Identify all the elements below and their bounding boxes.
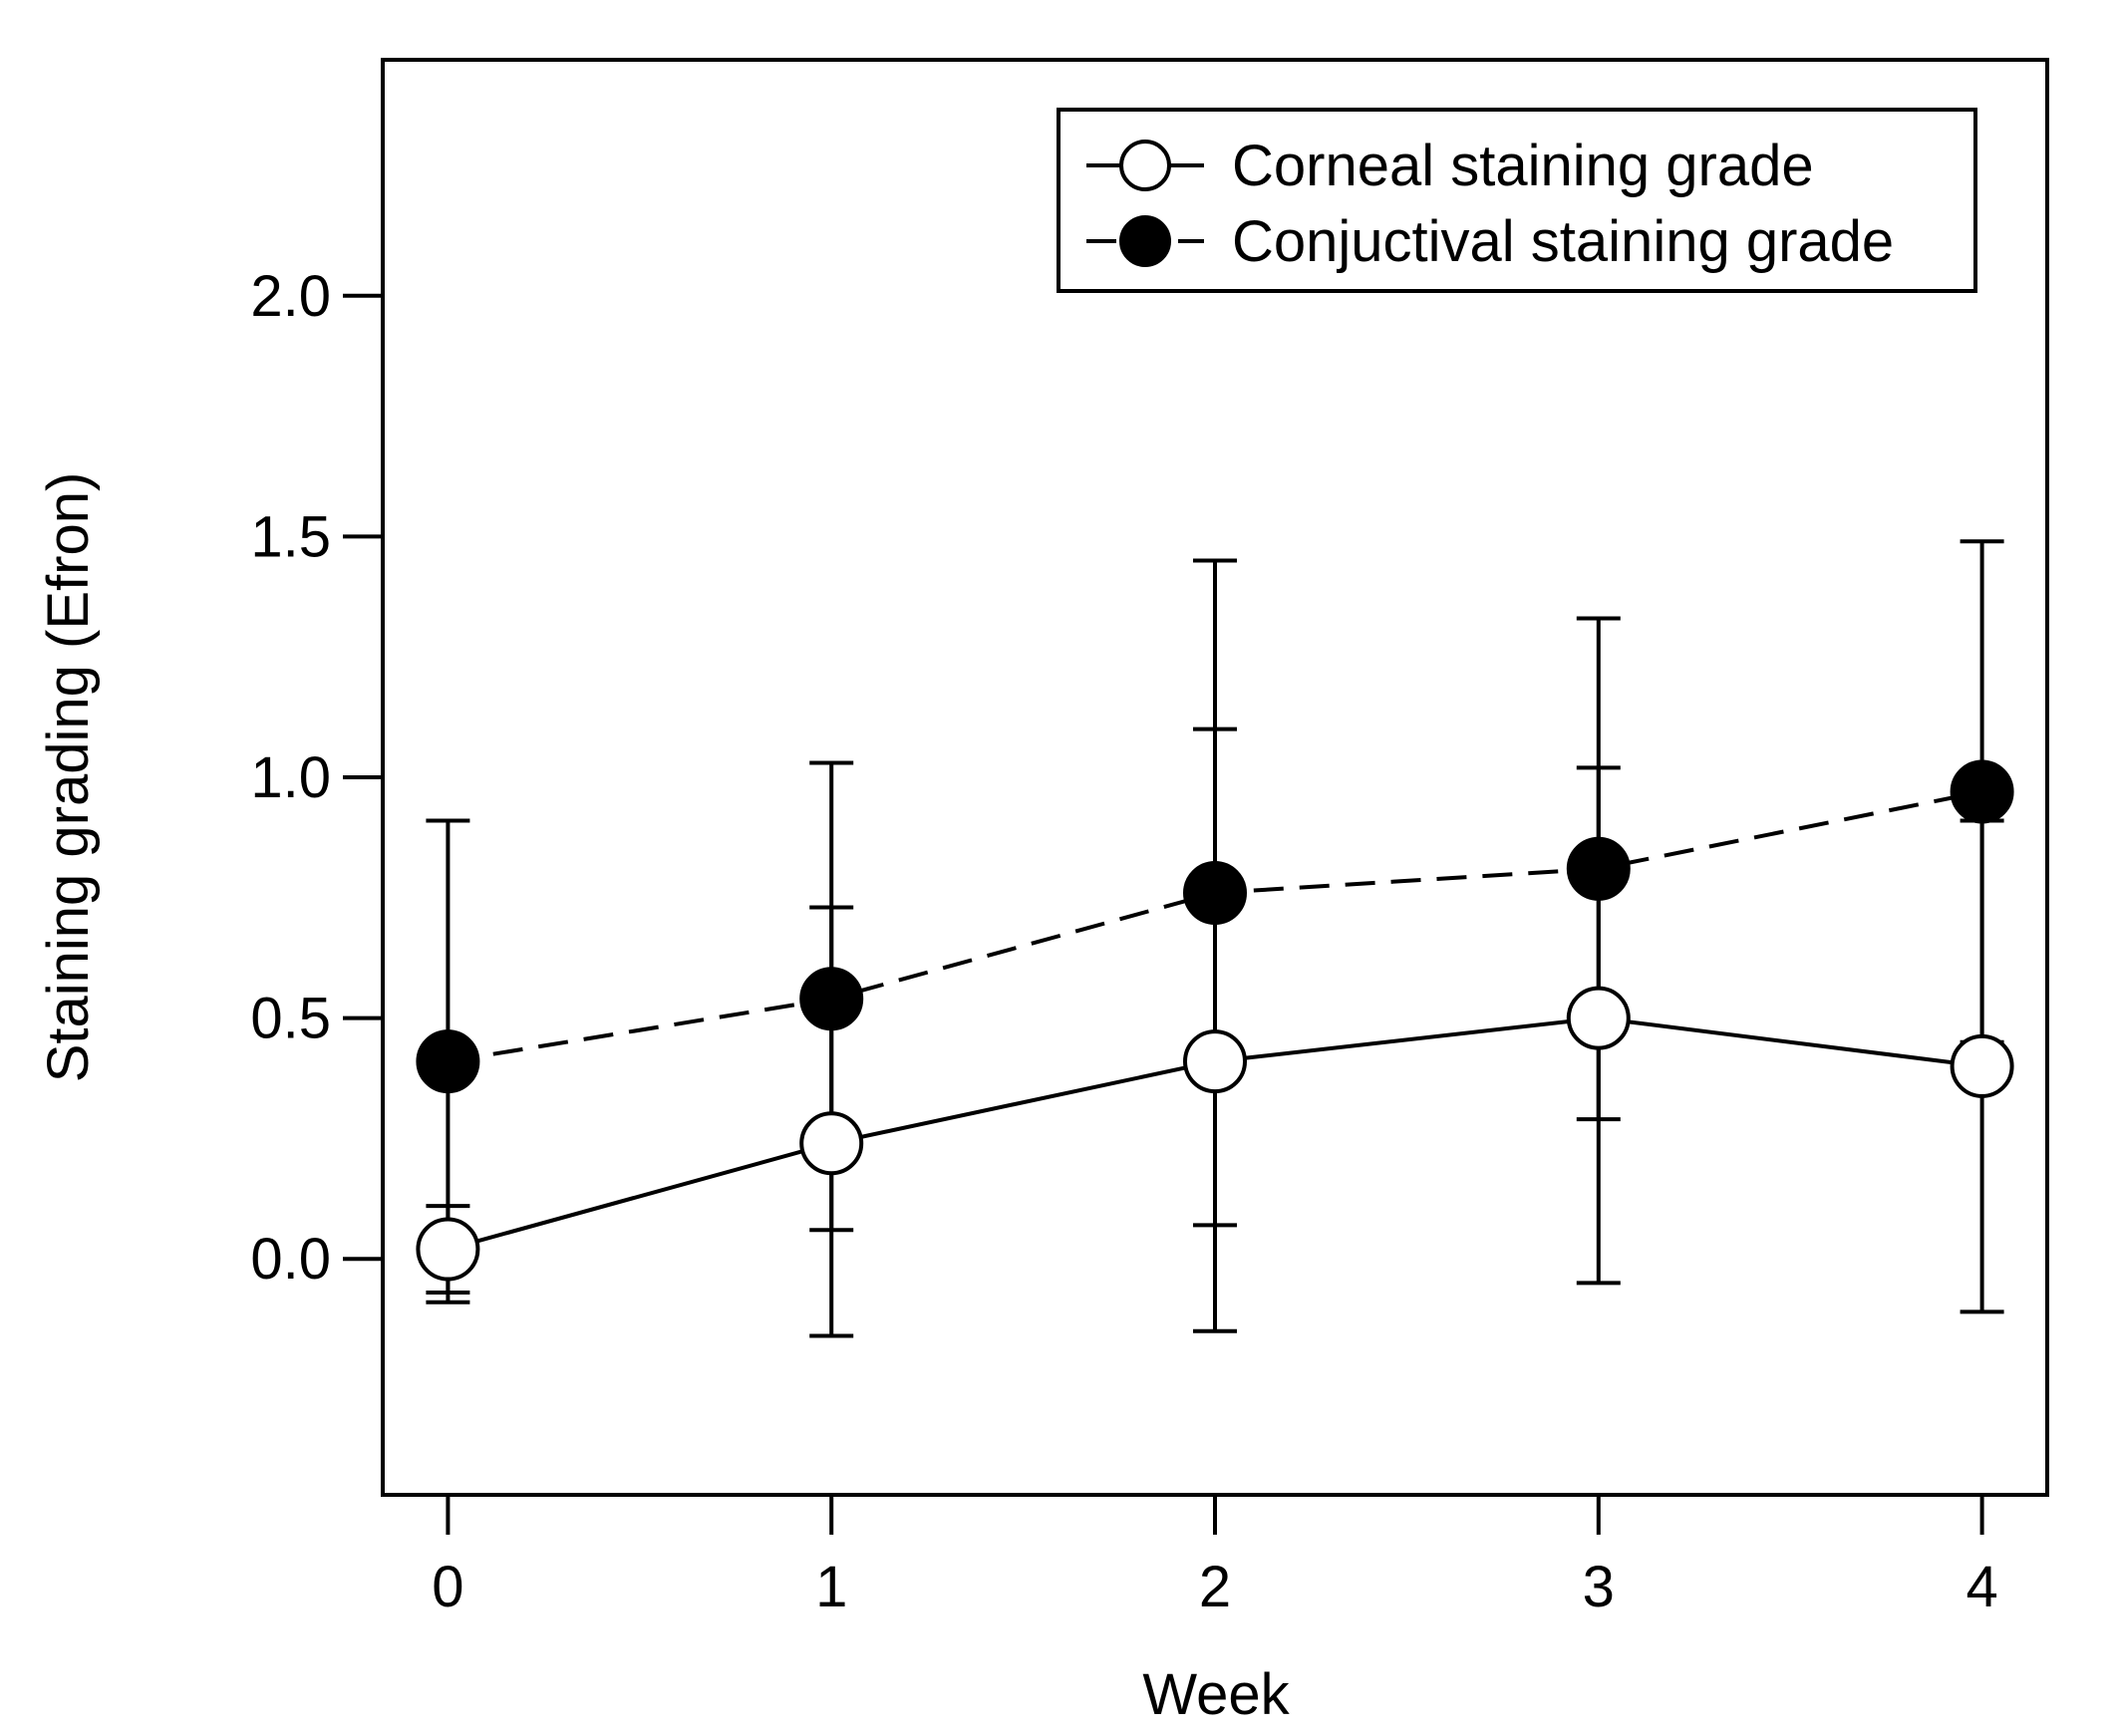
x-tick-label: 1 bbox=[815, 1555, 847, 1619]
series-markers-0 bbox=[416, 986, 2014, 1282]
legend-marker-corneal bbox=[1119, 140, 1171, 191]
x-tick-label: 3 bbox=[1583, 1555, 1615, 1619]
data-point bbox=[799, 1111, 864, 1176]
data-point bbox=[1566, 986, 1631, 1050]
data-point bbox=[1950, 759, 2014, 824]
legend-label-corneal: Corneal staining grade bbox=[1232, 134, 1814, 198]
x-tick-label: 4 bbox=[1966, 1555, 1997, 1619]
data-point bbox=[1183, 1029, 1247, 1094]
series-markers-1 bbox=[416, 759, 2014, 1094]
y-tick-label: 2.0 bbox=[250, 264, 331, 329]
y-tick-label: 1.0 bbox=[250, 745, 331, 810]
data-point bbox=[799, 967, 864, 1031]
legend: Corneal staining grade Conjuctival stain… bbox=[1057, 108, 1977, 293]
y-tick-label: 1.5 bbox=[250, 504, 331, 569]
legend-marker-conjuctival bbox=[1119, 215, 1171, 267]
data-point bbox=[416, 1029, 480, 1094]
y-tick-label: 0.5 bbox=[250, 987, 331, 1051]
y-axis: 0.0 0.5 1.0 1.5 2.0 bbox=[250, 264, 383, 1292]
y-tick-label: 0.0 bbox=[250, 1227, 331, 1292]
data-point bbox=[1950, 1033, 2014, 1098]
x-tick-label: 2 bbox=[1199, 1555, 1231, 1619]
data-point bbox=[1183, 860, 1247, 925]
series-layer bbox=[416, 539, 2014, 1338]
x-axis: 0 1 2 3 4 bbox=[432, 1495, 1998, 1619]
legend-box bbox=[1057, 108, 1977, 293]
data-point bbox=[416, 1217, 480, 1282]
x-tick-label: 0 bbox=[432, 1555, 463, 1619]
x-axis-label: Week bbox=[1142, 1662, 1290, 1727]
data-point bbox=[1566, 836, 1631, 901]
y-axis-label: Staining grading (Efron) bbox=[36, 472, 101, 1083]
legend-label-conjuctival: Conjuctival staining grade bbox=[1232, 209, 1894, 274]
